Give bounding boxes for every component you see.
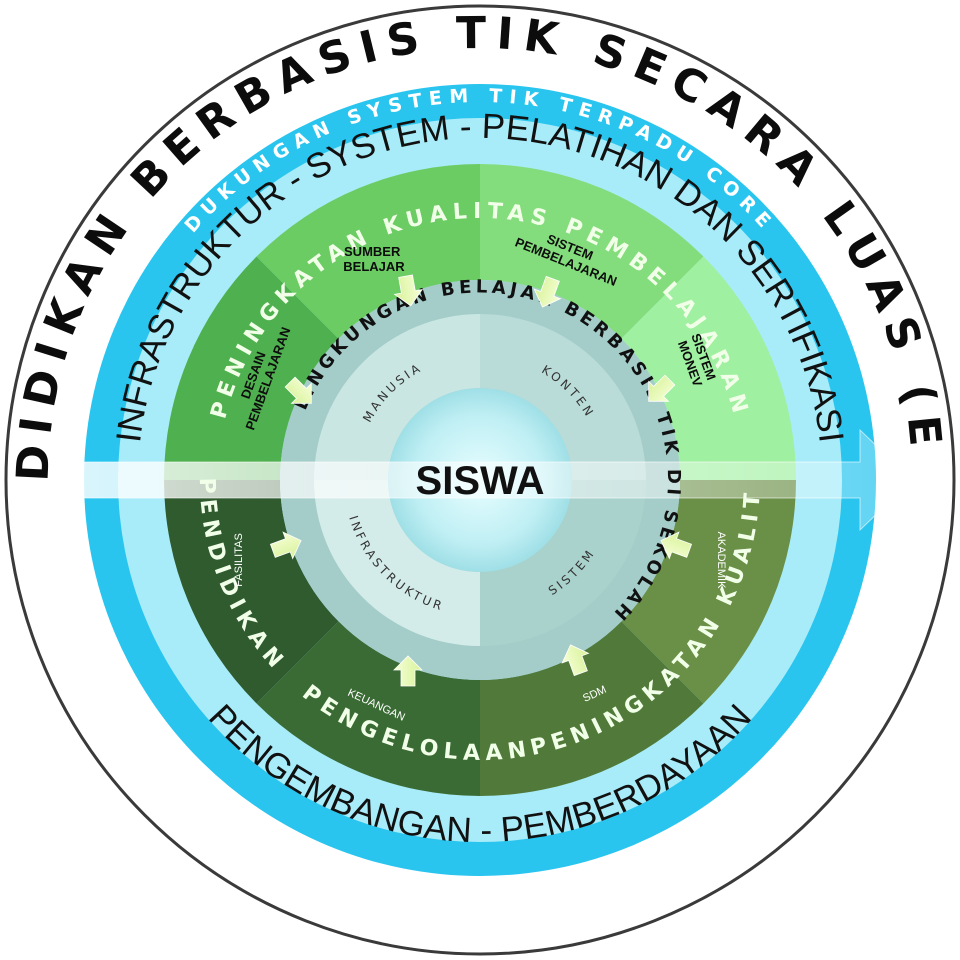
green-sector — [480, 621, 704, 796]
inner-quadrant — [314, 480, 480, 646]
inner-quadrants — [314, 314, 646, 646]
inward-arrow-icon — [269, 531, 302, 560]
green-sector — [164, 480, 339, 704]
inward-arrow-icon — [648, 374, 676, 402]
green-sector — [256, 164, 480, 339]
inward-arrow-icon — [660, 531, 693, 560]
inner-quadrant — [480, 314, 646, 480]
green-sector — [480, 164, 704, 339]
inward-arrow-icon — [393, 274, 424, 307]
horizontal-arrow — [49, 428, 913, 532]
green-sector — [164, 256, 339, 480]
inner-quadrant — [314, 314, 480, 480]
label-sumber: SUMBER BELAJAR — [343, 244, 405, 274]
label-fasilitas: FASILITAS — [233, 533, 245, 587]
small-arrows — [269, 274, 693, 687]
label-akademik: AKADEMIK — [715, 532, 727, 590]
green-ring — [164, 164, 796, 796]
inward-arrow-icon — [284, 376, 312, 404]
inner-quadrant — [480, 480, 646, 646]
green-sector — [621, 256, 796, 480]
center-title: SISWA — [416, 459, 545, 503]
inward-arrow-icon — [393, 655, 423, 687]
green-sector — [621, 480, 796, 704]
green-sector — [256, 621, 480, 796]
inward-arrow-icon — [561, 644, 590, 677]
inward-arrow-icon — [533, 275, 562, 308]
